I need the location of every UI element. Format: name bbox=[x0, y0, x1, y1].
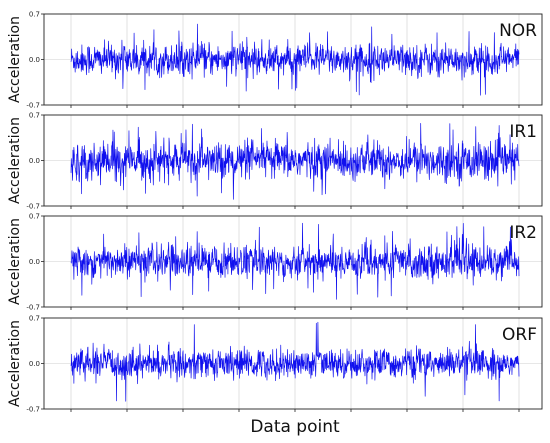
y-axis-label: Acceleration bbox=[7, 320, 23, 407]
y-tick-label: 0.0 bbox=[29, 360, 40, 368]
y-tick-label: 0.0 bbox=[29, 258, 40, 266]
panel-label-nor: NOR bbox=[499, 21, 537, 41]
y-tick-label: 0.0 bbox=[29, 56, 40, 64]
x-axis-label: Data point bbox=[250, 417, 340, 437]
y-axis-label: Acceleration bbox=[7, 117, 23, 204]
signal-line-ir1 bbox=[70, 123, 520, 200]
signal-line-nor bbox=[70, 23, 520, 96]
panel-label-orf: ORF bbox=[502, 325, 537, 345]
signal-line-ir2 bbox=[70, 222, 520, 300]
y-tick-label: -0.7 bbox=[26, 406, 40, 414]
y-tick-label: 0.7 bbox=[29, 315, 40, 323]
y-tick-label: 0.7 bbox=[29, 11, 40, 19]
y-tick-label: 0.0 bbox=[29, 157, 40, 165]
signal-line-orf bbox=[70, 321, 520, 402]
y-tick-label: -0.7 bbox=[26, 304, 40, 312]
y-tick-label: -0.7 bbox=[26, 102, 40, 110]
y-axis-label: Acceleration bbox=[7, 16, 23, 103]
y-axis-label: Acceleration bbox=[7, 218, 23, 305]
y-tick-label: 0.7 bbox=[29, 213, 40, 221]
y-tick-label: -0.7 bbox=[26, 203, 40, 211]
y-tick-label: 0.7 bbox=[29, 112, 40, 120]
panel-label-ir2: IR2 bbox=[509, 223, 537, 243]
panel-label-ir1: IR1 bbox=[509, 122, 537, 142]
